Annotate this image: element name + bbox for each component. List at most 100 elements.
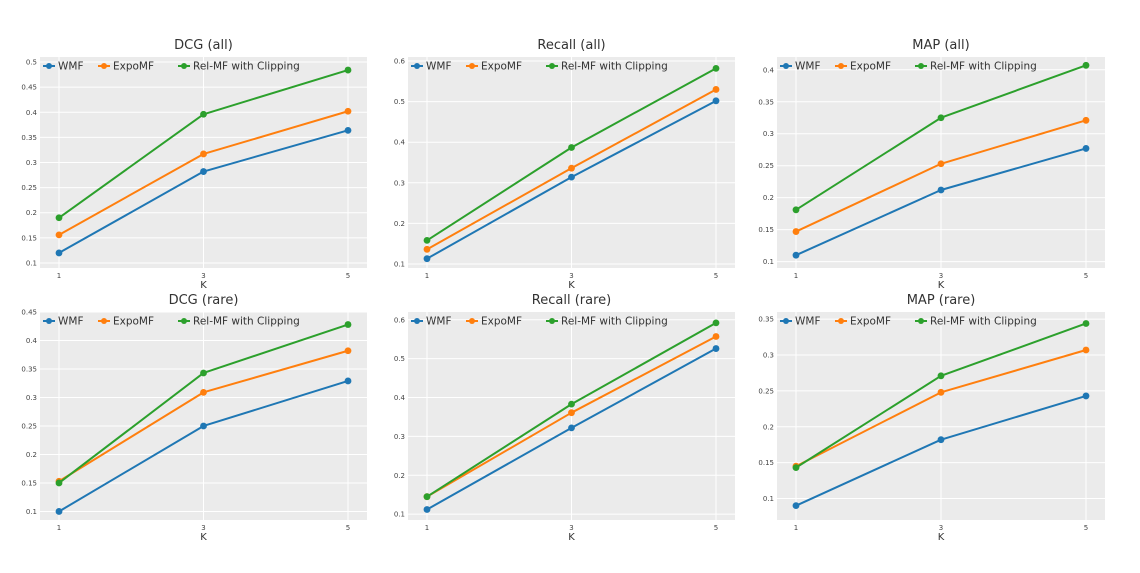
- y-tick-label: 0.45: [21, 84, 37, 92]
- y-tick-label: 0.1: [394, 260, 405, 268]
- legend-marker-wmf: [414, 318, 420, 324]
- data-point-wmf: [423, 255, 431, 263]
- data-point-expomf: [344, 107, 352, 115]
- data-point-rel-mf-with-clipping: [423, 493, 431, 501]
- legend-marker-expomf: [838, 318, 844, 324]
- y-tick-label: 0.1: [26, 259, 37, 267]
- data-point-wmf: [937, 436, 945, 444]
- legend-item-rel-mf-with-clipping[interactable]: Rel-MF with Clipping: [915, 61, 1037, 73]
- series-rel-mf-with-clipping: [792, 320, 1090, 472]
- y-tick-label: 0.1: [394, 511, 405, 519]
- data-point-expomf: [568, 164, 575, 172]
- y-tick-label: 0.25: [21, 422, 37, 430]
- legend-item-wmf[interactable]: WMF: [411, 316, 451, 328]
- data-point-rel-mf-with-clipping: [55, 214, 63, 222]
- x-tick-label: 5: [714, 524, 718, 532]
- legend-item-rel-mf-with-clipping[interactable]: Rel-MF with Clipping: [546, 316, 668, 328]
- legend-marker-expomf: [469, 318, 475, 324]
- x-tick-label: 3: [201, 524, 205, 532]
- legend-item-rel-mf-with-clipping[interactable]: Rel-MF with Clipping: [178, 316, 300, 328]
- legend-marker-wmf: [46, 63, 52, 69]
- data-point-expomf: [1082, 346, 1090, 354]
- series-rel-mf-with-clipping: [423, 319, 720, 501]
- legend-marker-expomf: [101, 318, 107, 324]
- legend-item-expomf[interactable]: ExpoMF: [466, 316, 522, 328]
- legend-item-expomf[interactable]: ExpoMF: [98, 61, 154, 73]
- legend-label: WMF: [426, 61, 451, 73]
- x-tick-label: 1: [425, 524, 429, 532]
- data-point-rel-mf-with-clipping: [937, 114, 945, 122]
- legend-item-wmf[interactable]: WMF: [43, 316, 83, 328]
- data-point-rel-mf-with-clipping: [55, 479, 63, 487]
- data-point-wmf: [423, 506, 431, 513]
- chart-panel-recall-rare: 0.1 0.2 0.3 0.4 0.5 0.6 1 3 5 K Recall (rare) WMF Ex…: [394, 293, 735, 543]
- legend-item-expomf[interactable]: ExpoMF: [98, 316, 154, 328]
- series-wmf: [423, 97, 720, 263]
- y-tick-label: 0.2: [394, 472, 405, 480]
- data-point-wmf: [792, 251, 800, 259]
- series-rel-mf-with-clipping: [423, 64, 720, 244]
- y-tick-label: 0.1: [26, 508, 37, 516]
- y-tick-label: 0.45: [21, 309, 37, 317]
- y-tick-label: 0.35: [21, 134, 37, 142]
- y-tick-label: 0.1: [763, 258, 774, 266]
- legend-item-rel-mf-with-clipping[interactable]: Rel-MF with Clipping: [546, 61, 668, 73]
- y-tick-label: 0.3: [394, 433, 405, 441]
- legend-item-rel-mf-with-clipping[interactable]: Rel-MF with Clipping: [915, 316, 1037, 328]
- legend-item-rel-mf-with-clipping[interactable]: Rel-MF with Clipping: [178, 61, 300, 73]
- legend-item-expomf[interactable]: ExpoMF: [835, 61, 891, 73]
- data-point-expomf: [792, 228, 800, 235]
- series-expomf: [423, 86, 720, 253]
- data-point-rel-mf-with-clipping: [200, 369, 207, 377]
- legend-label: ExpoMF: [481, 316, 522, 328]
- legend-marker-wmf: [46, 318, 52, 324]
- legend-item-wmf[interactable]: WMF: [411, 61, 451, 73]
- legend: WMF ExpoMF Rel-MF with Clipping: [411, 61, 668, 73]
- y-tick-label: 0.2: [394, 220, 405, 228]
- y-tick-label: 0.35: [21, 365, 37, 373]
- data-point-rel-mf-with-clipping: [712, 319, 720, 327]
- legend-item-expomf[interactable]: ExpoMF: [466, 61, 522, 73]
- data-point-expomf: [423, 245, 431, 253]
- x-tick-label: 1: [57, 272, 61, 280]
- y-tick-label: 0.4: [763, 66, 775, 74]
- y-tick-label: 0.2: [763, 423, 774, 431]
- data-point-wmf: [1082, 145, 1090, 152]
- legend: WMF ExpoMF Rel-MF with Clipping: [43, 316, 300, 328]
- series-wmf: [423, 345, 720, 513]
- y-tick-label: 0.1: [763, 495, 774, 503]
- y-tick-label: 0.35: [758, 316, 774, 324]
- data-point-expomf: [937, 160, 945, 168]
- legend-item-wmf[interactable]: WMF: [780, 61, 820, 73]
- series-rel-mf-with-clipping: [792, 61, 1090, 214]
- y-tick-label: 0.5: [394, 98, 405, 106]
- data-point-expomf: [712, 333, 720, 340]
- y-tick-label: 0.25: [21, 184, 37, 192]
- data-point-wmf: [200, 168, 207, 175]
- x-tick-label: 1: [794, 524, 798, 532]
- data-point-wmf: [568, 424, 575, 432]
- chart-title: Recall (all): [537, 38, 605, 53]
- y-tick-label: 0.5: [26, 59, 37, 67]
- data-point-wmf: [712, 345, 720, 352]
- legend-item-expomf[interactable]: ExpoMF: [835, 316, 891, 328]
- legend-label: ExpoMF: [113, 61, 154, 73]
- x-axis-label: K: [568, 280, 575, 291]
- y-tick-label: 0.6: [394, 316, 406, 324]
- legend-label: WMF: [58, 316, 83, 328]
- y-tick-label: 0.15: [21, 479, 37, 487]
- legend-item-wmf[interactable]: WMF: [43, 61, 83, 73]
- legend-label: WMF: [58, 61, 83, 73]
- legend-label: WMF: [795, 316, 820, 328]
- x-tick-label: 3: [201, 272, 205, 280]
- y-tick-label: 0.5: [394, 355, 405, 363]
- legend-label: Rel-MF with Clipping: [561, 316, 668, 328]
- series-expomf: [792, 116, 1090, 235]
- data-point-rel-mf-with-clipping: [1082, 320, 1090, 327]
- x-tick-label: 5: [1084, 272, 1088, 280]
- y-tick-label: 0.25: [758, 162, 774, 170]
- data-point-rel-mf-with-clipping: [712, 64, 720, 72]
- x-axis-label: K: [938, 280, 945, 291]
- legend-item-wmf[interactable]: WMF: [780, 316, 820, 328]
